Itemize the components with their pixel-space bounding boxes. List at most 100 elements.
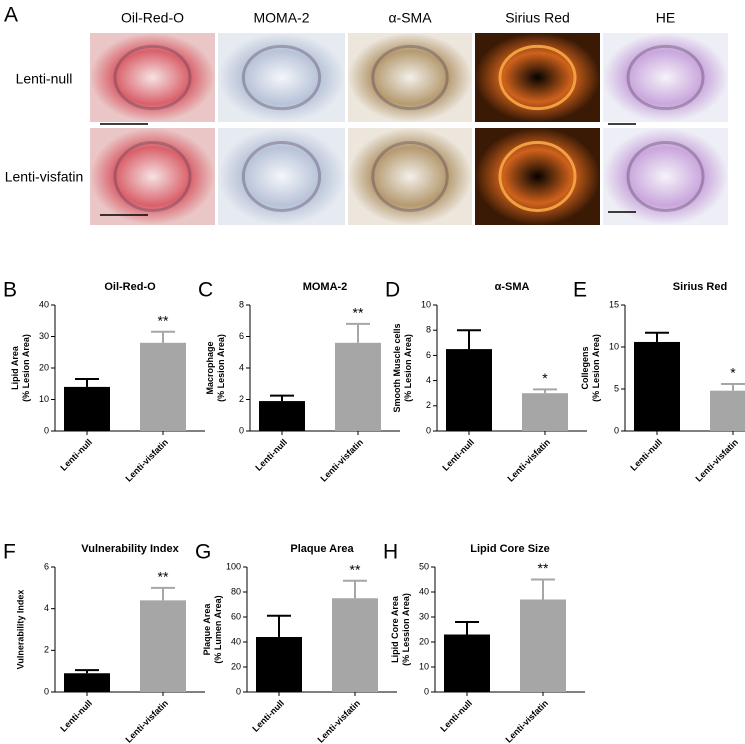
y-tick-label: 20 [39,362,49,372]
y-tick-label: 20 [231,661,241,671]
y-axis-label: Smooth Muscle cells [392,323,402,412]
x-tick-label: Lenti-null [58,698,94,734]
y-tick-label: 0 [236,686,241,696]
y-tick-label: 15 [609,299,619,309]
vessel-ring [626,44,705,111]
bar [64,386,110,431]
x-tick-label: Lenti-visfatin [693,437,740,484]
micrograph [603,128,728,225]
y-axis-label: Plaque Area [202,603,212,656]
bar [64,673,110,692]
row-label: Lenti-visfatin [5,169,84,185]
panel-label: E [573,279,587,302]
y-tick-label: 0 [614,425,619,435]
y-tick-label: 10 [419,661,429,671]
chart-title: Oil-Red-O [104,281,156,293]
panel-label: H [383,541,398,564]
x-tick-label: Lenti-visfatin [503,698,550,744]
bar [520,599,566,692]
y-tick-label: 30 [419,611,429,621]
y-tick-label: 0 [424,686,429,696]
bar [710,390,745,431]
chart-title: MOMA-2 [303,281,348,293]
bar [140,342,186,431]
x-tick-label: Lenti-visfatin [123,437,170,484]
bar [335,342,381,431]
significance: ** [350,561,361,577]
y-tick-label: 30 [39,331,49,341]
column-header: MOMA-2 [254,10,310,26]
y-tick-label: 40 [419,586,429,596]
bar [444,634,490,692]
vessel-ring [371,44,449,111]
x-tick-label: Lenti-null [58,437,94,473]
significance: ** [353,305,364,321]
x-tick-label: Lenti-visfatin [123,698,170,744]
chart-title: Sirius Red [673,281,727,293]
chart-title: Vulnerability Index [81,543,179,555]
x-tick-label: Lenti-null [438,698,474,734]
micrograph [348,33,472,122]
significance: * [542,370,548,386]
y-axis-label: Vulnerability Index [15,590,25,670]
panel-label: D [385,279,400,302]
significance: ** [538,560,549,576]
vessel-ring [241,44,322,111]
chart-title: α-SMA [495,281,530,293]
vessel-ring [241,141,322,212]
panel-label: C [198,279,213,302]
bar [140,600,186,692]
panel-a: A [4,4,18,27]
x-tick-label: Lenti-visfatin [505,437,552,484]
bar [634,341,680,431]
micrograph [603,33,728,122]
y-axis-label: (% Lumen Area) [213,595,223,663]
y-tick-label: 6 [426,350,431,360]
y-tick-label: 5 [614,383,619,393]
y-axis-label: Macrophage [205,341,215,394]
micrograph [348,128,472,225]
y-tick-label: 8 [426,325,431,335]
vessel-ring [498,44,577,111]
y-tick-label: 0 [426,425,431,435]
x-tick-label: Lenti-null [628,437,664,473]
x-tick-label: Lenti-null [440,437,476,473]
bar [446,349,492,431]
bar [522,393,568,431]
y-tick-label: 2 [426,400,431,410]
panel-label: G [195,541,211,564]
y-tick-label: 80 [231,586,241,596]
micrograph [475,128,600,225]
y-tick-label: 50 [419,561,429,571]
x-tick-label: Lenti-visfatin [318,437,365,484]
column-header: Oil-Red-O [121,10,184,26]
vessel-ring [113,141,192,212]
y-tick-label: 6 [44,561,49,571]
bar [332,598,378,692]
y-axis-label: (% Lesion Area) [21,334,31,402]
vessel-ring [371,141,449,212]
y-tick-label: 40 [231,636,241,646]
y-tick-label: 10 [421,299,431,309]
bar [259,401,305,431]
y-tick-label: 100 [226,561,241,571]
y-tick-label: 60 [231,611,241,621]
chart-title: Lipid Core Size [470,543,549,555]
y-tick-label: 0 [44,425,49,435]
column-header: HE [656,10,675,26]
micrograph [90,33,215,122]
y-axis-label: Lipid Area [10,345,20,390]
significance: ** [158,312,169,328]
y-tick-label: 40 [39,299,49,309]
significance: ** [158,569,169,585]
row-label: Lenti-null [16,71,73,87]
y-tick-label: 10 [39,394,49,404]
panel-label: B [3,279,17,302]
y-tick-label: 0 [239,425,244,435]
micrograph [90,128,215,225]
micrograph [218,128,345,225]
y-tick-label: 8 [239,299,244,309]
y-tick-label: 2 [44,645,49,655]
vessel-ring [498,141,577,212]
